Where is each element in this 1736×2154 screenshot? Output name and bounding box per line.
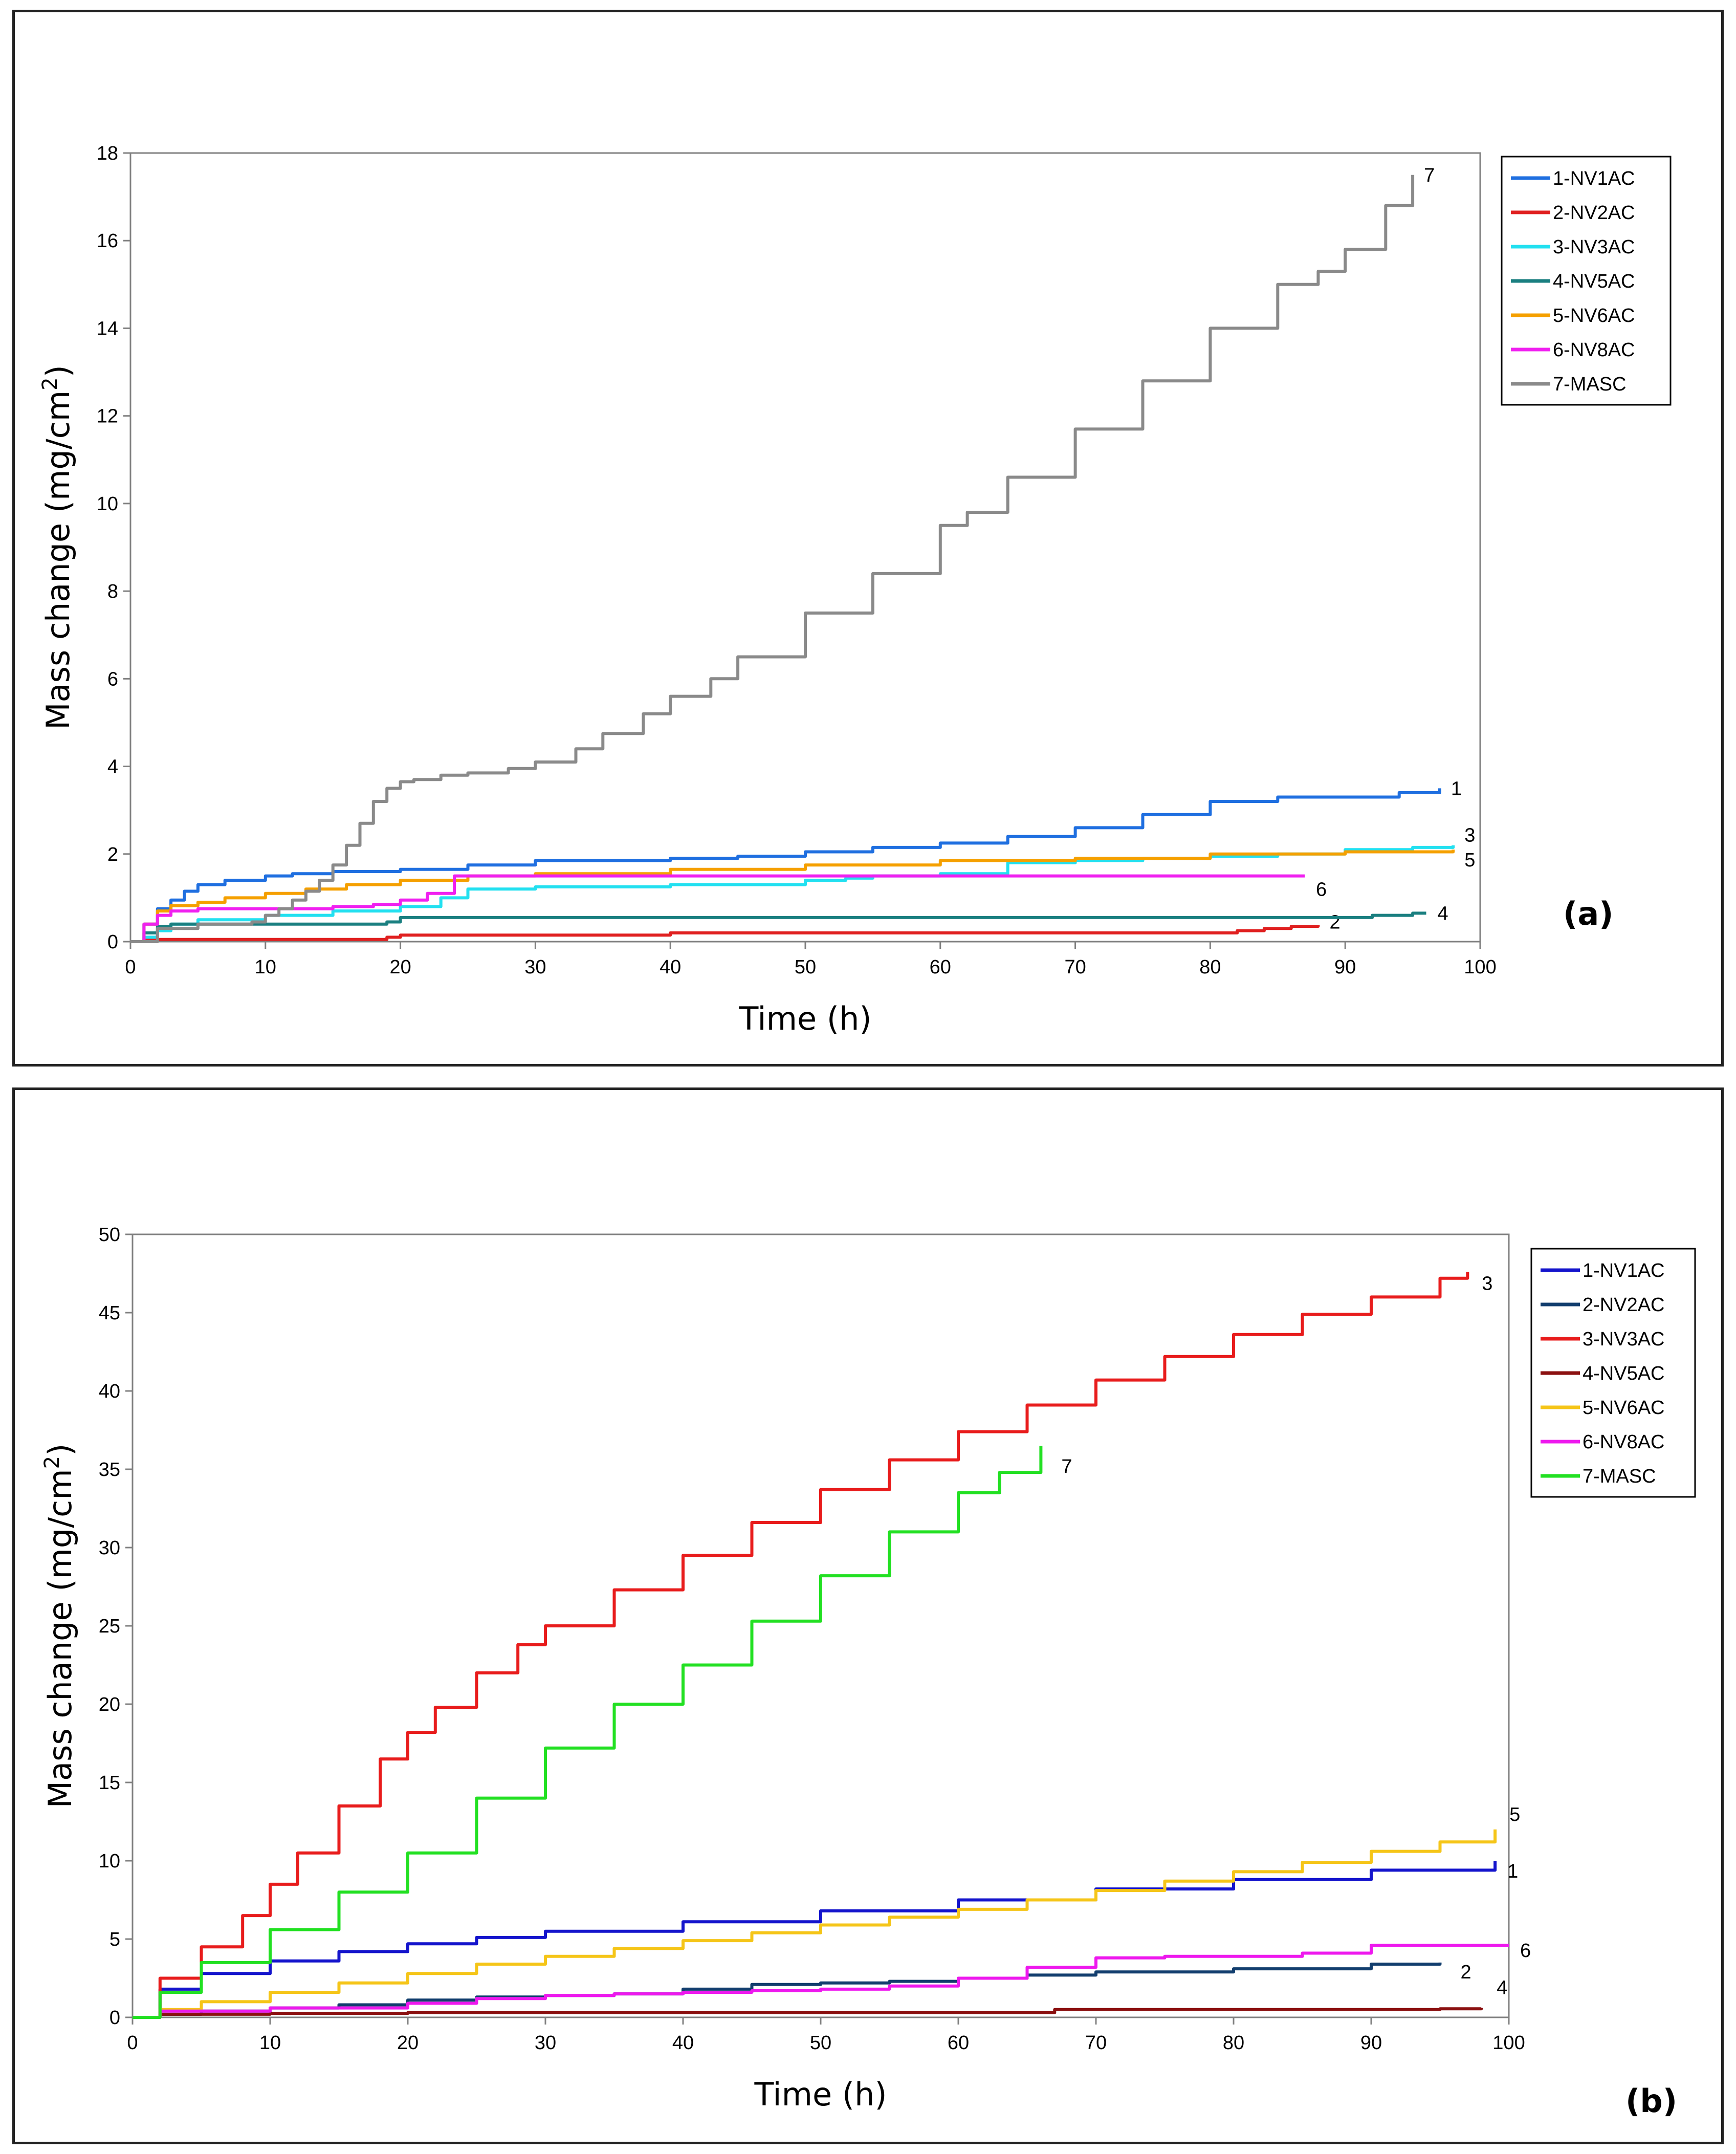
legend-entry-3-nv3ac: 3-NV3AC [1583, 1329, 1665, 1350]
series-line-5-nv6ac [130, 850, 1455, 943]
x-tick-label: 40 [672, 2032, 694, 2054]
series-end-label-6: 6 [1520, 1940, 1531, 1962]
y-tick-label: 35 [99, 1459, 120, 1481]
x-tick-label: 80 [1223, 2032, 1244, 2054]
y-tick-label: 14 [97, 318, 118, 339]
legend-entry-2-nv2ac: 2-NV2AC [1553, 202, 1635, 224]
x-tick-label: 50 [795, 956, 816, 978]
legend-entry-3-nv3ac: 3-NV3AC [1553, 236, 1635, 258]
legend-entry-4-nv5ac: 4-NV5AC [1553, 271, 1635, 292]
series-line-7-masc [133, 1446, 1043, 2019]
y-tick-label: 50 [99, 1224, 120, 1246]
panel-label: (b) [1625, 2082, 1677, 2120]
x-axis-title: Time (h) [754, 2076, 887, 2113]
y-tick-label: 6 [107, 668, 118, 690]
series-end-label-1: 1 [1451, 778, 1462, 799]
series-line-4-nv5ac [130, 911, 1426, 943]
x-tick-label: 30 [524, 956, 546, 978]
y-tick-label: 30 [99, 1537, 120, 1559]
x-tick-label: 100 [1464, 956, 1496, 978]
x-tick-label: 60 [948, 2032, 969, 2054]
series-line-4-nv5ac [133, 2007, 1483, 2019]
y-tick-label: 4 [107, 756, 118, 778]
chart-panel-a: 0 2 4 6 8 10 12 14 16 18 0 10 20 30 40 50 60 70 80 90 100 Tim… [12, 10, 1724, 1067]
series-end-label-7: 7 [1061, 1456, 1072, 1477]
legend-entry-5-nv6ac: 5-NV6AC [1553, 305, 1635, 327]
y-tick-label: 18 [97, 143, 118, 164]
series-end-label-4: 4 [1497, 1977, 1507, 1999]
series-end-label-2: 2 [1461, 1962, 1471, 1983]
series-end-label-6: 6 [1316, 879, 1327, 901]
series-line-5-nv6ac [133, 1829, 1497, 2019]
series-end-label-5: 5 [1509, 1804, 1520, 1825]
series-line-1-nv1ac [130, 788, 1441, 943]
y-axis-title: Mass change (mg/cm2) [38, 365, 77, 730]
y-tick-label: 0 [107, 931, 118, 953]
series-line-3-nv3ac [133, 1272, 1469, 2019]
legend-entry-6-nv8ac: 6-NV8AC [1583, 1431, 1665, 1453]
x-tick-label: 20 [389, 956, 411, 978]
y-tick-label: 10 [99, 1851, 120, 1872]
legend-entry-6-nv8ac: 6-NV8AC [1553, 339, 1635, 361]
x-tick-label: 70 [1064, 956, 1086, 978]
x-tick-label: 70 [1085, 2032, 1107, 2054]
series-line-6-nv8ac [130, 874, 1305, 943]
series-end-label-7: 7 [1424, 165, 1435, 186]
y-tick-label: 20 [99, 1694, 120, 1715]
y-tick-label: 10 [97, 493, 118, 515]
series-line-3-nv3ac [130, 845, 1455, 943]
series-line-2-nv2ac [130, 925, 1320, 943]
legend-entry-2-nv2ac: 2-NV2AC [1583, 1294, 1665, 1316]
y-tick-label: 5 [109, 1929, 120, 1950]
x-tick-label: 90 [1360, 2032, 1382, 2054]
legend-entry-1-nv1ac: 1-NV1AC [1583, 1260, 1665, 1281]
series-line-6-nv8ac [133, 1944, 1509, 2019]
legend-entry-5-nv6ac: 5-NV6AC [1583, 1397, 1665, 1419]
x-tick-label: 20 [397, 2032, 419, 2054]
legend-entry-7-masc: 7-MASC [1553, 374, 1627, 395]
y-tick-label: 0 [109, 2007, 120, 2029]
y-tick-label: 40 [99, 1381, 120, 1402]
legend-entry-4-nv5ac: 4-NV5AC [1583, 1363, 1665, 1384]
y-tick-label: 8 [107, 581, 118, 602]
series-end-label-3: 3 [1482, 1273, 1492, 1294]
y-tick-label: 45 [99, 1302, 120, 1324]
x-tick-label: 80 [1199, 956, 1221, 978]
x-tick-label: 10 [259, 2032, 281, 2054]
series-end-label-3: 3 [1464, 825, 1475, 846]
y-axis-title: Mass change (mg/cm2) [40, 1444, 79, 1809]
x-tick-label: 0 [125, 956, 136, 978]
y-tick-label: 15 [99, 1772, 120, 1794]
x-tick-label: 40 [660, 956, 681, 978]
y-tick-label: 16 [97, 230, 118, 252]
x-tick-label: 30 [535, 2032, 556, 2054]
x-tick-label: 90 [1334, 956, 1356, 978]
x-tick-label: 60 [930, 956, 951, 978]
series-line-7-masc [130, 175, 1415, 943]
legend-entry-7-masc: 7-MASC [1583, 1466, 1656, 1487]
chart-panel-b: 0 5 10 15 20 25 30 35 40 45 50 0 10 20 30 40 50 60 70 80 90 1… [12, 1087, 1724, 2144]
series-end-label-4: 4 [1437, 903, 1448, 924]
y-tick-label: 12 [97, 406, 118, 427]
series-line-1-nv1ac [133, 1861, 1497, 2019]
x-tick-label: 0 [127, 2032, 138, 2054]
plot-area-a [129, 152, 1481, 943]
series-end-label-5: 5 [1464, 850, 1475, 871]
x-tick-label: 10 [255, 956, 276, 978]
x-tick-label: 50 [810, 2032, 831, 2054]
y-tick-label: 25 [99, 1616, 120, 1637]
y-tick-label: 2 [107, 844, 118, 865]
series-end-label-2: 2 [1329, 911, 1340, 933]
panel-label: (a) [1563, 895, 1614, 932]
x-axis-title: Time (h) [738, 1000, 871, 1037]
legend-entry-1-nv1ac: 1-NV1AC [1553, 168, 1635, 189]
series-end-label-1: 1 [1507, 1861, 1518, 1882]
x-tick-label: 100 [1492, 2032, 1525, 2054]
